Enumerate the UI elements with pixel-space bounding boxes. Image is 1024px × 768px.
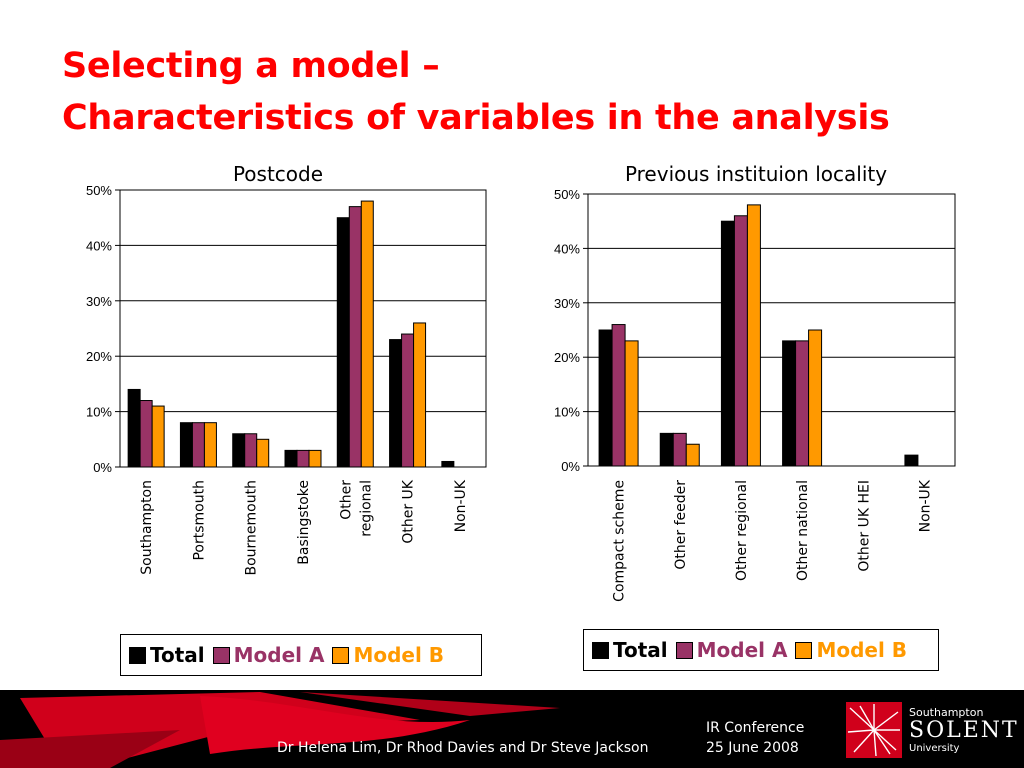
postcode-bar-total (179, 422, 193, 468)
postcode-bar-model-b (256, 438, 270, 468)
locality-category-label: Other feeder (673, 480, 689, 570)
legend-swatch (592, 641, 609, 659)
locality-legend: Total Model A Model B (583, 629, 939, 671)
locality-bar-total (659, 432, 674, 467)
footer-authors: Dr Helena Lim, Dr Rhod Davies and Dr Ste… (277, 740, 649, 756)
locality-plot-area (587, 193, 956, 467)
postcode-bar-model-a (348, 206, 362, 468)
postcode-y-tick-label: 50% (86, 183, 112, 198)
locality-bar-model-a (672, 432, 687, 467)
locality-category-label: Other regional (734, 480, 750, 581)
postcode-category-label: Non-UK (453, 479, 469, 532)
postcode-y-tick-label: 0% (93, 460, 112, 475)
legend-swatch (675, 641, 693, 659)
logo-line-3: University (909, 743, 960, 754)
postcode-y-tick-label: 40% (86, 238, 112, 253)
solent-logo-icon (846, 702, 902, 758)
postcode-bar-model-a (191, 422, 205, 468)
logo-line-2: SOLENT (909, 718, 1019, 743)
legend-item-model-b: Model B (795, 638, 907, 662)
locality-bar-model-a (795, 340, 810, 467)
postcode-category-label: regional (358, 480, 374, 537)
locality-y-tick-label: 40% (554, 241, 580, 256)
legend-label: Total (150, 643, 205, 667)
locality-y-tick-label: 30% (554, 296, 580, 311)
locality-bar-total (904, 454, 919, 467)
postcode-chart-title: Postcode (233, 162, 323, 186)
postcode-y-tick-label: 10% (86, 405, 112, 420)
postcode-y-tick-label: 20% (86, 349, 112, 364)
locality-bar-total (598, 329, 613, 467)
legend-label: Model A (696, 638, 788, 662)
legend-label: Model B (816, 638, 908, 662)
postcode-category-label: Bournemouth (244, 480, 260, 575)
postcode-category-label: Other UK (401, 479, 417, 543)
postcode-bar-model-a (296, 449, 310, 468)
solent-logo-text: Southampton SOLENT University (909, 706, 1019, 754)
locality-bar-model-b (746, 204, 761, 467)
locality-bar-model-a (733, 215, 748, 467)
locality-bar-model-b (685, 443, 700, 467)
footer-conference-name: IR Conference (706, 720, 805, 736)
postcode-bar-total (336, 217, 350, 468)
legend-swatch (212, 646, 230, 664)
locality-chart-title: Previous instituion locality (625, 162, 887, 186)
legend-item-total: Total (592, 638, 668, 662)
footer-date: 25 June 2008 (706, 740, 799, 756)
footer-bar: Dr Helena Lim, Dr Rhod Davies and Dr Ste… (0, 690, 1024, 768)
postcode-category-label: Other (338, 480, 354, 520)
postcode-bar-model-b (203, 422, 217, 468)
legend-label: Total (613, 638, 668, 662)
locality-category-label: Other UK HEI (856, 480, 872, 572)
postcode-category-label: Southampton (139, 480, 155, 575)
postcode-bar-total (441, 460, 455, 468)
postcode-bar-model-b (151, 405, 165, 468)
postcode-bar-model-a (244, 433, 258, 468)
postcode-bar-model-a (401, 333, 415, 468)
locality-y-tick-label: 50% (554, 187, 580, 202)
postcode-bar-model-b (308, 449, 322, 468)
locality-y-tick-label: 10% (554, 405, 580, 420)
legend-item-model-a: Model A (675, 638, 788, 662)
legend-swatch (795, 641, 813, 659)
locality-bar-model-a (611, 324, 626, 467)
locality-y-tick-label: 20% (554, 350, 580, 365)
postcode-legend: Total Model A Model B (120, 634, 482, 676)
locality-category-label: Non-UK (917, 479, 933, 532)
slide-title: Selecting a model – Characteristics of v… (62, 40, 890, 144)
locality-category-label: Compact scheme (612, 480, 628, 602)
postcode-bar-total (284, 449, 298, 468)
locality-bar-total (720, 220, 735, 467)
postcode-category-label: Basingstoke (296, 480, 312, 565)
postcode-bar-total (389, 339, 403, 468)
slide-title-line-2: Characteristics of variables in the anal… (62, 98, 890, 138)
legend-item-model-b: Model B (332, 643, 444, 667)
postcode-y-tick-label: 30% (86, 294, 112, 309)
postcode-plot-area (119, 189, 487, 468)
footer-conference: IR Conference 25 June 2008 (706, 718, 804, 758)
slide-title-line-1: Selecting a model – (62, 46, 440, 86)
postcode-bar-model-b (360, 200, 374, 468)
locality-category-label: Other national (795, 480, 811, 581)
locality-y-tick-label: 0% (561, 459, 580, 474)
postcode-category-label: Portsmouth (191, 480, 207, 561)
locality-bar-total (782, 340, 797, 467)
postcode-bar-model-b (413, 322, 427, 468)
postcode-bar-total (232, 433, 246, 468)
legend-label: Model A (233, 643, 325, 667)
legend-item-model-a: Model A (212, 643, 325, 667)
legend-item-total: Total (129, 643, 205, 667)
legend-swatch (332, 646, 350, 664)
postcode-bar-model-a (139, 400, 153, 468)
charts-canvas: Postcode 0% 10% 20% 30% 40% 50% Southampton Port… (86, 162, 956, 602)
locality-bar-model-b (624, 340, 639, 467)
red-swoosh-graphic (0, 692, 560, 768)
postcode-bar-total (127, 388, 141, 468)
locality-bar-model-b (808, 329, 823, 467)
legend-swatch (129, 646, 146, 664)
legend-label: Model B (353, 643, 445, 667)
logo-line-1: Southampton (909, 706, 984, 719)
